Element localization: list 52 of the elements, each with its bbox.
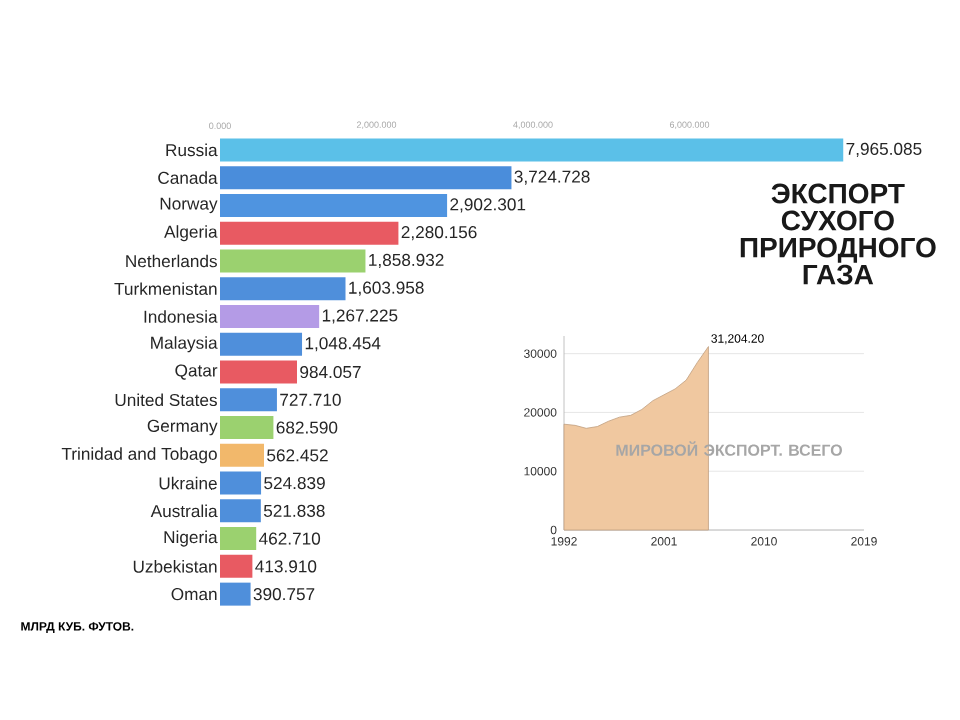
y-tick-label: Qatar [175,364,218,380]
bar [220,193,448,217]
bar [220,138,844,162]
y-tick-label: Malaysia [151,336,218,353]
y-tick-label: Nigeria [164,530,218,547]
bar [220,388,277,412]
data-label: 682.590 [276,421,338,434]
data-label: 521.838 [263,504,325,517]
data-label: 1,048.454 [305,337,381,352]
bar [220,360,297,384]
bar [220,304,320,328]
bar [220,166,512,190]
bar [220,471,262,495]
y-tick-label: Canada [158,171,218,184]
y-tick-label: Norway [160,197,218,214]
y-tick-label: Uzbekistan [133,560,217,573]
y-tick-label: Turkmenistan [114,282,217,296]
y-tick-label: Trinidad and Tobago [61,447,217,464]
bar [220,277,346,301]
data-label: 7,965.085 [846,142,922,157]
bar [220,416,274,440]
data-label: 413.910 [255,560,317,573]
data-label: 727.710 [280,393,341,406]
y-tick-label: Ukraine [159,476,217,490]
data-label: 1,858.932 [369,253,444,269]
y-tick-label: Indonesia [144,310,218,323]
bar [220,221,399,245]
data-label: 562.452 [267,449,328,462]
y-tick-label: United States [115,393,217,407]
data-label: 2,280.156 [401,226,477,241]
data-label: 3,724.728 [514,170,590,185]
bar [220,443,265,467]
data-label: 984.057 [300,365,361,379]
bar [220,527,257,551]
text: ЭКСПОРТ СУХОГО ПРИРОДНОГО ГАЗА [740,183,936,285]
data-label: 1,267.225 [322,309,398,324]
bar [220,249,366,273]
y-tick-label: Oman [171,588,217,601]
y-tick-label: Russia [166,143,218,157]
y-tick-label: Germany [147,419,218,436]
y-tick-label: Algeria [164,225,218,242]
bar [220,554,253,578]
y-tick-label: Australia [150,504,218,518]
y-tick-label: Netherlands [126,254,217,268]
data-label: 462.710 [259,532,321,545]
bar [220,499,261,523]
bar [220,332,303,356]
bar [220,582,251,606]
data-label: 1,603.958 [349,281,424,296]
data-label: 390.757 [253,588,315,601]
data-label: 2,902.301 [450,198,526,213]
data-label: 524.839 [264,476,325,490]
